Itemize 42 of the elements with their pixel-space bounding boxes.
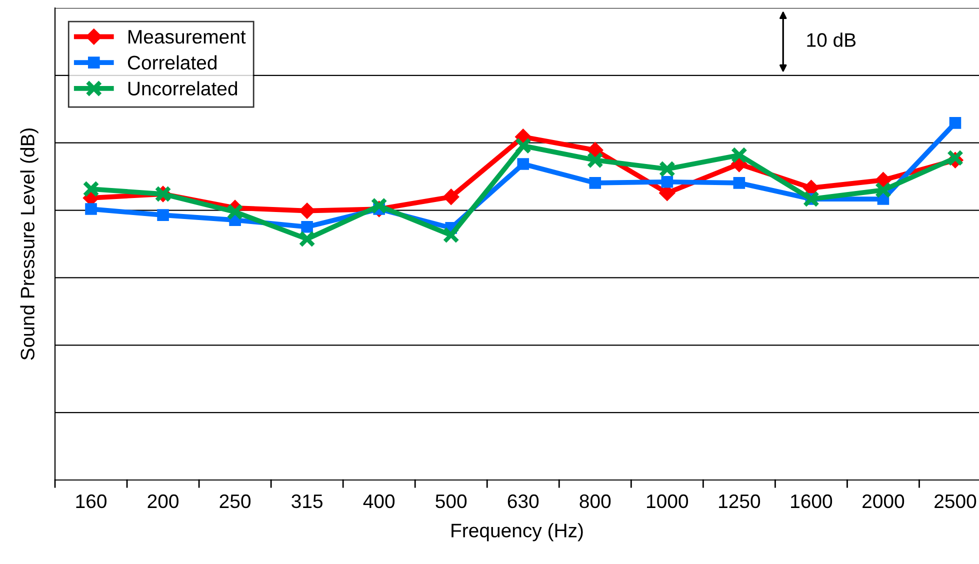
x-tick-label: 400 [363, 494, 395, 508]
x-tick-label: 1600 [791, 494, 832, 508]
point [299, 202, 315, 219]
point [370, 197, 388, 214]
x-tick-label: 1250 [719, 494, 760, 508]
point [514, 137, 532, 154]
point [82, 180, 100, 198]
x-tick-label: 630 [508, 494, 539, 508]
point [875, 172, 892, 188]
point [658, 160, 676, 178]
point [85, 203, 97, 215]
point [733, 177, 746, 189]
x-tick-label: 500 [436, 494, 467, 508]
point [730, 146, 748, 164]
text: 10 dB [807, 32, 856, 47]
x-tick-label: 800 [580, 494, 611, 508]
y-axis-title: Sound Pressure Level (dB) [20, 128, 38, 360]
x-tick-label: 315 [292, 494, 322, 508]
point [949, 117, 962, 129]
point [443, 188, 460, 205]
legend-label: Uncorrelated [128, 81, 238, 96]
x-tick-label: 2000 [862, 494, 904, 508]
point [586, 152, 604, 168]
point [589, 177, 602, 189]
x-axis-title: Frequency (Hz) [452, 523, 583, 542]
legend-label: Measurement [128, 30, 246, 44]
point [587, 142, 604, 158]
x-tick-label: 200 [148, 494, 178, 508]
point [802, 190, 820, 208]
point [226, 204, 244, 220]
point [517, 158, 530, 170]
x-tick-label: 1000 [647, 494, 688, 508]
point [874, 182, 892, 198]
x-tick-label: 250 [220, 494, 251, 508]
x-tick-label: 2500 [934, 494, 976, 508]
point [301, 220, 313, 233]
legend-label: Correlated [128, 55, 216, 70]
point [157, 209, 169, 221]
x-tick-label: 160 [76, 494, 106, 508]
point [442, 226, 460, 244]
point [661, 176, 674, 188]
point [298, 230, 316, 248]
